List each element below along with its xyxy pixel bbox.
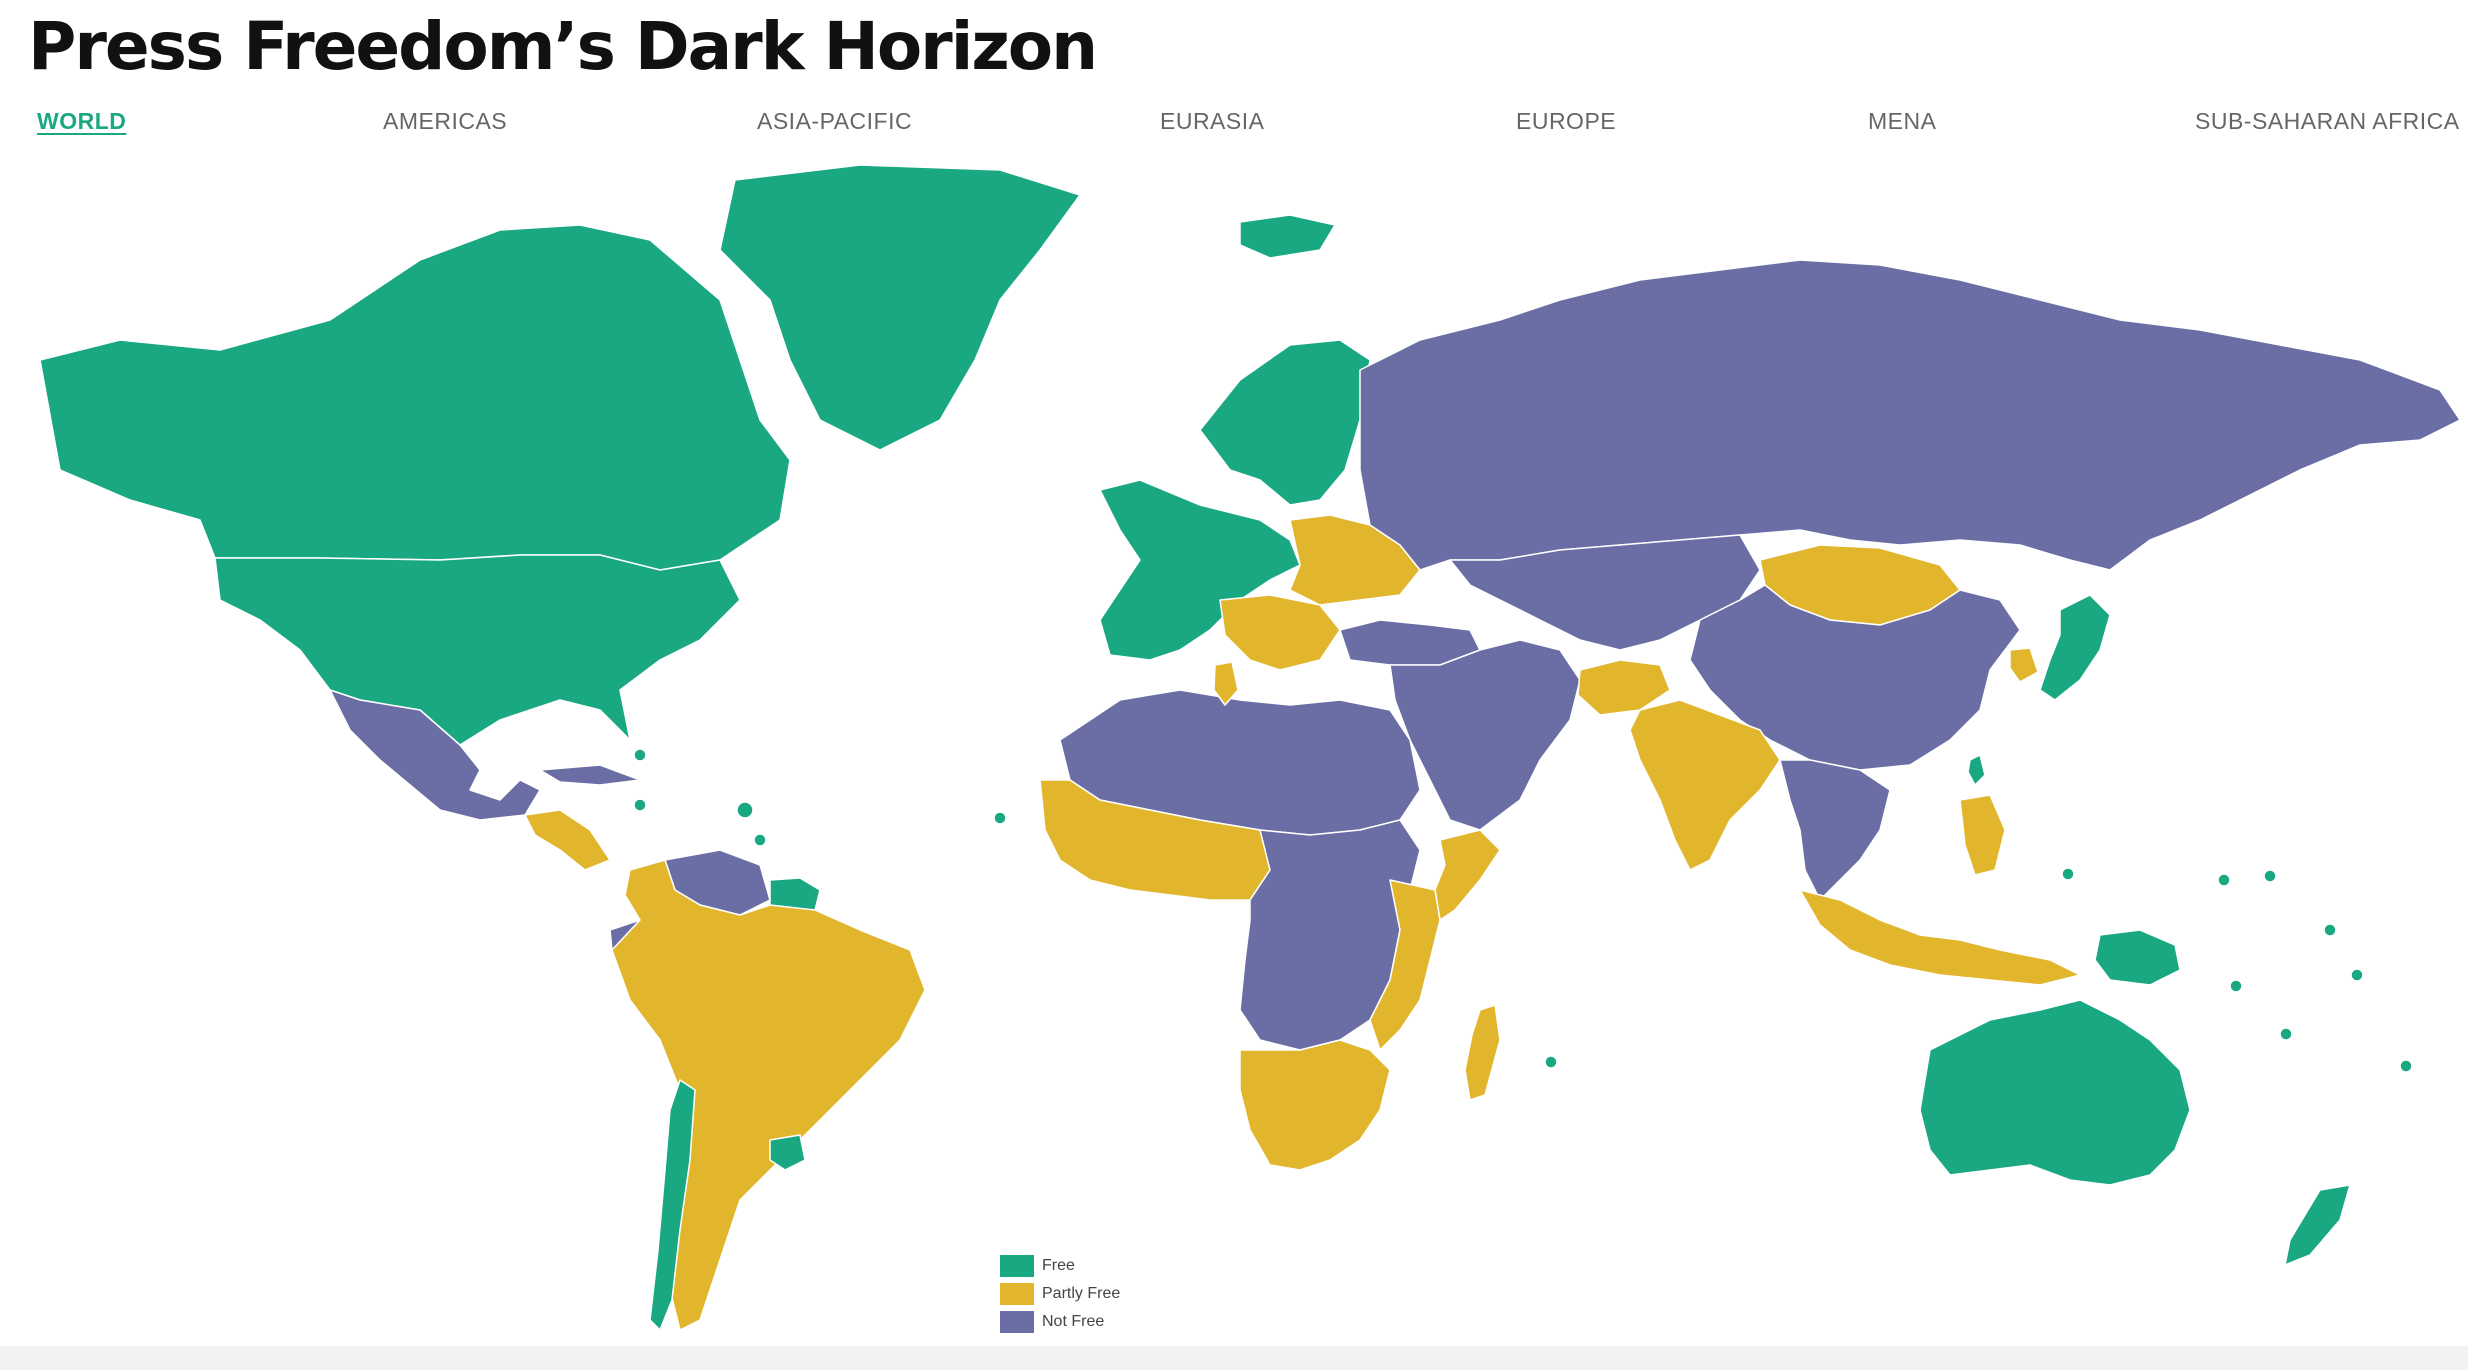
tab-eurasia[interactable]: EURASIA (1160, 108, 1265, 134)
map-legend: Free Partly Free Not Free (1000, 1252, 1120, 1336)
map-region-pacific-6[interactable] (2350, 968, 2364, 982)
map-region-pacific-2[interactable] (2217, 873, 2231, 887)
legend-item-free: Free (1000, 1252, 1120, 1280)
map-region-southeast-asia[interactable] (1779, 759, 1891, 901)
tab-sub-saharan-africa[interactable]: SUB-SAHARAN AFRICA (2195, 108, 2460, 134)
map-region-pacific-9[interactable] (1544, 1055, 1558, 1069)
map-region-mexico[interactable] (329, 689, 541, 821)
map-region-uruguay[interactable] (769, 1134, 806, 1171)
map-region-philippines[interactable] (1959, 794, 2006, 876)
map-region-taiwan[interactable] (1967, 754, 1986, 786)
map-region-pacific-7[interactable] (2279, 1027, 2293, 1041)
tab-europe[interactable]: EUROPE (1516, 108, 1617, 134)
map-region-nordic[interactable] (1199, 339, 1371, 506)
legend-label-partly-free: Partly Free (1042, 1285, 1121, 1302)
map-region-central-america[interactable] (524, 809, 611, 871)
map-region-cuba[interactable] (539, 764, 641, 786)
map-region-canada[interactable] (39, 224, 791, 571)
map-region-tunisia[interactable] (1213, 661, 1239, 706)
map-region-somalia[interactable] (1434, 829, 1501, 921)
map-region-east-africa[interactable] (1369, 879, 1441, 1051)
map-region-pacific-4[interactable] (2323, 923, 2337, 937)
legend-swatch-partly-free (1000, 1283, 1034, 1305)
map-region-southern-africa[interactable] (1239, 1039, 1391, 1171)
map-region-madagascar[interactable] (1464, 1004, 1501, 1101)
map-region-middle-east[interactable] (1389, 639, 1581, 831)
tab-americas[interactable]: AMERICAS (383, 108, 508, 134)
page-title: Press Freedom’s Dark Horizon (28, 8, 1098, 85)
map-region-central-africa[interactable] (1239, 819, 1421, 1051)
map-region-japan[interactable] (2039, 594, 2111, 701)
map-region-greenland[interactable] (719, 164, 1081, 451)
region-tabs: WORLD AMERICAS ASIA-PACIFIC EURASIA EURO… (0, 108, 2468, 148)
map-region-russia[interactable] (1359, 259, 2461, 571)
map-region-afghanistan[interactable] (1577, 659, 1671, 716)
map-region-western-europe[interactable] (1099, 479, 1301, 661)
legend-label-free: Free (1042, 1257, 1075, 1274)
legend-item-partly-free: Partly Free (1000, 1280, 1120, 1308)
map-region-new-zealand[interactable] (2284, 1184, 2351, 1266)
tab-mena[interactable]: MENA (1868, 108, 1937, 134)
map-region-chile[interactable] (649, 1079, 696, 1331)
map-region-pacific-8[interactable] (2399, 1059, 2413, 1073)
map-region-pacific-1[interactable] (2061, 867, 2075, 881)
map-region-caribbean-4[interactable] (753, 833, 767, 847)
map-region-caribbean-1[interactable] (633, 748, 647, 762)
map-region-caribbean-5[interactable] (993, 811, 1007, 825)
bottom-bar (0, 1346, 2468, 1370)
map-region-australia[interactable] (1919, 999, 2191, 1186)
map-region-pacific-3[interactable] (2263, 869, 2277, 883)
map-region-balkans[interactable] (1219, 594, 1341, 671)
map-region-pacific-5[interactable] (2229, 979, 2243, 993)
legend-label-not-free: Not Free (1042, 1313, 1105, 1330)
map-region-united-states[interactable] (214, 554, 741, 746)
tab-world[interactable]: WORLD (37, 108, 127, 134)
map-region-indonesia[interactable] (1799, 889, 2081, 986)
tab-asia-pacific[interactable]: ASIA-PACIFIC (757, 108, 913, 134)
legend-item-not-free: Not Free (1000, 1308, 1120, 1336)
map-region-papua-new-guinea[interactable] (2094, 929, 2181, 986)
map-region-iceland[interactable] (1239, 214, 1336, 259)
map-region-south-korea[interactable] (2009, 647, 2039, 683)
map-region-india[interactable] (1629, 699, 1781, 871)
map-region-south-america[interactable] (611, 859, 926, 1331)
legend-swatch-free (1000, 1255, 1034, 1277)
map-region-caribbean-3[interactable] (736, 801, 754, 819)
legend-swatch-not-free (1000, 1311, 1034, 1333)
map-region-caribbean-2[interactable] (633, 798, 647, 812)
world-map (39, 164, 2461, 1331)
